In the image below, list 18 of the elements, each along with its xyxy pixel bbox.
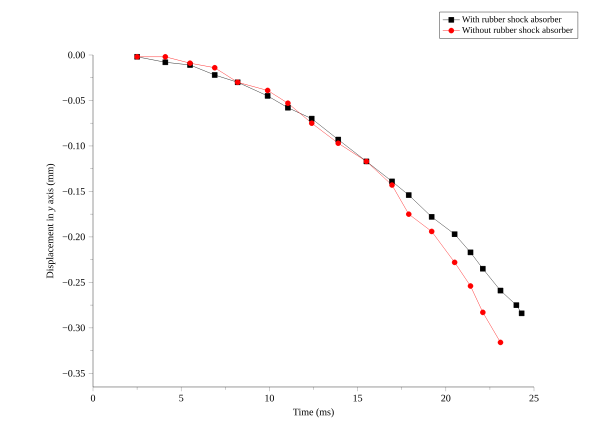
- x-axis-title: Time (ms): [292, 408, 334, 418]
- x-tick-label: 5: [179, 394, 184, 402]
- y-tick-label: −0.05: [62, 97, 85, 104]
- y-tick-label: −0.10: [62, 142, 85, 150]
- y-tick-label: −0.15: [62, 188, 85, 195]
- x-tick-label: 15: [354, 394, 362, 402]
- y-tick-label: −0.20: [62, 234, 85, 240]
- y-tick-label: −0.30: [62, 324, 85, 332]
- x-tick-label: 0: [90, 394, 96, 402]
- x-tick-label: 10: [265, 394, 274, 402]
- x-tick-label: 25: [529, 394, 539, 402]
- y-tick-label: 0.00: [68, 52, 85, 58]
- y-tick-label: −0.35: [62, 370, 85, 377]
- legend-label: With rubber shock absorber: [462, 16, 562, 22]
- legend-label: Without rubber shock absorber: [462, 26, 573, 34]
- x-tick-label: 20: [441, 394, 450, 402]
- y-axis-title: Displacement in y axis (mm): [46, 164, 56, 278]
- y-tick-label: −0.25: [62, 279, 85, 286]
